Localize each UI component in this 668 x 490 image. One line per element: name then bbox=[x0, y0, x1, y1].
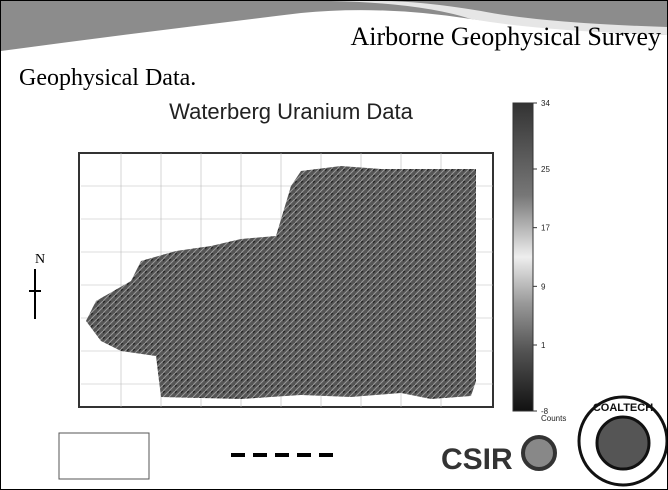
colorbar-tick-label: 17 bbox=[541, 224, 550, 233]
colorbar-label: Counts bbox=[541, 414, 566, 423]
slide: Airborne Geophysical Survey Geophysical … bbox=[0, 0, 668, 490]
colorbar-tick-label: 1 bbox=[541, 341, 546, 350]
slide-canvas: Airborne Geophysical Survey Geophysical … bbox=[1, 1, 667, 489]
colorbar-tick-label: 34 bbox=[541, 99, 550, 108]
north-arrow: N bbox=[35, 252, 45, 267]
coaltech-wheel bbox=[597, 417, 649, 469]
csir-seal bbox=[523, 437, 555, 469]
csir-logo: CSIR bbox=[441, 443, 513, 476]
colorbar-tick-label: 9 bbox=[541, 282, 546, 291]
slide-subtitle: Geophysical Data. bbox=[19, 65, 196, 91]
slide-title: Airborne Geophysical Survey bbox=[351, 22, 661, 51]
colorbar-tick-label: 25 bbox=[541, 165, 550, 174]
colorbar bbox=[513, 103, 533, 411]
figure-title: Waterberg Uranium Data bbox=[169, 99, 413, 124]
coaltech-text: COALTECH bbox=[593, 402, 653, 414]
